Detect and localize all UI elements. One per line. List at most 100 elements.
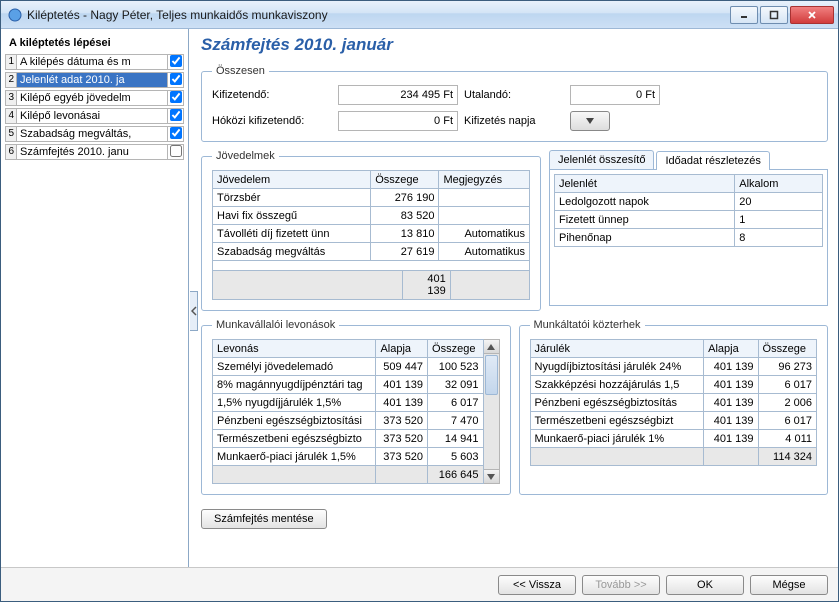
footer: << Vissza Tovább >> OK Mégse xyxy=(1,567,838,601)
close-button[interactable] xyxy=(790,6,834,24)
step-row[interactable]: 3Kilépő egyéb jövedelm xyxy=(3,89,186,107)
step-label[interactable]: Kilépő levonásai xyxy=(17,108,168,124)
table-row[interactable]: Személyi jövedelemadó509 447100 523 xyxy=(213,358,484,376)
window-title: Kiléptetés - Nagy Péter, Teljes munkaidő… xyxy=(27,8,730,22)
table-cell: Munkaerő-piaci járulék 1% xyxy=(530,430,704,448)
table-cell: 6 017 xyxy=(758,376,816,394)
table-cell: 401 139 xyxy=(376,376,428,394)
step-label[interactable]: Kilépő egyéb jövedelm xyxy=(17,90,168,106)
back-button[interactable]: << Vissza xyxy=(498,575,576,595)
step-row[interactable]: 4Kilépő levonásai xyxy=(3,107,186,125)
step-number: 4 xyxy=(5,108,17,124)
step-row[interactable]: 6Számfejtés 2010. janu xyxy=(3,143,186,161)
step-number: 3 xyxy=(5,90,17,106)
column-header[interactable]: Jelenlét xyxy=(555,175,735,193)
table-row[interactable]: Távolléti díj fizetett ünn13 810Automati… xyxy=(213,225,530,243)
tab-jelenlet-osszesito[interactable]: Jelenlét összesítő xyxy=(549,150,654,169)
kifizetendo-value: 234 495 Ft xyxy=(338,85,458,105)
table-row[interactable]: Munkaerő-piaci járulék 1%401 1394 011 xyxy=(530,430,817,448)
step-checkbox[interactable] xyxy=(170,55,182,67)
employer-burdens-table[interactable]: JárulékAlapjaÖsszegeNyugdíjbiztosítási j… xyxy=(530,339,818,466)
step-number: 5 xyxy=(5,126,17,142)
table-row[interactable]: Nyugdíjbiztosítási járulék 24%401 13996 … xyxy=(530,358,817,376)
table-cell: Fizetett ünnep xyxy=(555,211,735,229)
step-label[interactable]: Számfejtés 2010. janu xyxy=(17,144,168,160)
column-header[interactable]: Összege xyxy=(371,171,439,189)
minimize-button[interactable] xyxy=(730,6,758,24)
table-row[interactable]: Természetbeni egészségbizt401 1396 017 xyxy=(530,412,817,430)
table-row[interactable]: Ledolgozott napok20 xyxy=(555,193,823,211)
utalando-value: 0 Ft xyxy=(570,85,660,105)
step-checkbox-cell xyxy=(168,144,184,160)
step-checkbox[interactable] xyxy=(170,145,182,157)
incomes-legend: Jövedelmek xyxy=(212,150,279,162)
table-cell: Ledolgozott napok xyxy=(555,193,735,211)
table-cell: 401 139 xyxy=(704,412,758,430)
step-checkbox-cell xyxy=(168,54,184,70)
table-row[interactable]: 1,5% nyugdíjjárulék 1,5%401 1396 017 xyxy=(213,394,484,412)
tab-idoadat-reszletezes[interactable]: Időadat részletezés xyxy=(656,151,769,170)
table-cell: 13 810 xyxy=(371,225,439,243)
attendance-table[interactable]: JelenlétAlkalomLedolgozott napok20Fizete… xyxy=(554,174,823,247)
step-label[interactable]: Jelenlét adat 2010. ja xyxy=(17,72,168,88)
step-checkbox[interactable] xyxy=(170,127,182,139)
step-number: 6 xyxy=(5,144,17,160)
column-header[interactable]: Jövedelem xyxy=(213,171,371,189)
step-checkbox[interactable] xyxy=(170,91,182,103)
employee-deductions-legend: Munkavállalói levonások xyxy=(212,319,339,331)
column-header[interactable]: Összege xyxy=(428,340,483,358)
table-row[interactable]: Szabadság megváltás27 619Automatikus xyxy=(213,243,530,261)
table-row[interactable]: Természetbeni egészségbizto373 52014 941 xyxy=(213,430,484,448)
column-header[interactable]: Alapja xyxy=(376,340,428,358)
employee-deductions-group: Munkavállalói levonások LevonásAlapjaÖss… xyxy=(201,319,511,495)
step-checkbox[interactable] xyxy=(170,109,182,121)
column-header[interactable]: Összege xyxy=(758,340,816,358)
ok-button[interactable]: OK xyxy=(666,575,744,595)
scroll-up-icon[interactable] xyxy=(484,340,499,354)
scroll-thumb[interactable] xyxy=(485,355,498,395)
table-row[interactable]: Pénzbeni egészségbiztosítási373 5207 470 xyxy=(213,412,484,430)
incomes-table[interactable]: JövedelemÖsszegeMegjegyzésTörzsbér276 19… xyxy=(212,170,530,261)
table-cell: 7 470 xyxy=(428,412,483,430)
step-checkbox[interactable] xyxy=(170,73,182,85)
column-header[interactable]: Alkalom xyxy=(735,175,823,193)
table-row[interactable]: Törzsbér276 190 xyxy=(213,189,530,207)
step-row[interactable]: 2Jelenlét adat 2010. ja xyxy=(3,71,186,89)
table-cell: Havi fix összegű xyxy=(213,207,371,225)
employee-deductions-table[interactable]: LevonásAlapjaÖsszegeSzemélyi jövedelemad… xyxy=(212,339,484,484)
maximize-button[interactable] xyxy=(760,6,788,24)
table-cell: Távolléti díj fizetett ünn xyxy=(213,225,371,243)
kifizetes-napja-dropdown[interactable] xyxy=(570,111,610,131)
employer-burdens-legend: Munkáltatói közterhek xyxy=(530,319,645,331)
table-row[interactable]: Havi fix összegű83 520 xyxy=(213,207,530,225)
step-checkbox-cell xyxy=(168,108,184,124)
column-header[interactable]: Járulék xyxy=(530,340,704,358)
step-label[interactable]: A kilépés dátuma és m xyxy=(17,54,168,70)
step-row[interactable]: 5Szabadság megváltás, xyxy=(3,125,186,143)
table-row[interactable]: 8% magánnyugdíjpénztári tag401 13932 091 xyxy=(213,376,484,394)
table-cell: 401 139 xyxy=(704,430,758,448)
table-row[interactable]: Pénzbeni egészségbiztosítás401 1392 006 xyxy=(530,394,817,412)
save-payroll-button[interactable]: Számfejtés mentése xyxy=(201,509,327,529)
table-row[interactable]: Fizetett ünnep1 xyxy=(555,211,823,229)
table-row[interactable]: Pihenőnap8 xyxy=(555,229,823,247)
table-cell: 8% magánnyugdíjpénztári tag xyxy=(213,376,376,394)
sidebar-collapse-handle[interactable] xyxy=(190,291,198,331)
utalando-label: Utalandó: xyxy=(464,89,564,101)
scroll-down-icon[interactable] xyxy=(484,469,499,483)
table-cell: 8 xyxy=(735,229,823,247)
cancel-button[interactable]: Mégse xyxy=(750,575,828,595)
table-row[interactable]: Szakképzési hozzájárulás 1,5401 1396 017 xyxy=(530,376,817,394)
table-row[interactable]: Munkaerő-piaci járulék 1,5%373 5205 603 xyxy=(213,448,484,466)
column-header[interactable]: Levonás xyxy=(213,340,376,358)
step-row[interactable]: 1A kilépés dátuma és m xyxy=(3,53,186,71)
table-cell: 1,5% nyugdíjjárulék 1,5% xyxy=(213,394,376,412)
titlebar[interactable]: Kiléptetés - Nagy Péter, Teljes munkaidő… xyxy=(1,1,838,29)
table-cell: Munkaerő-piaci járulék 1,5% xyxy=(213,448,376,466)
step-label[interactable]: Szabadság megváltás, xyxy=(17,126,168,142)
column-header[interactable]: Megjegyzés xyxy=(439,171,530,189)
table-cell xyxy=(439,189,530,207)
column-header[interactable]: Alapja xyxy=(704,340,758,358)
employee-deductions-scrollbar[interactable] xyxy=(484,339,500,484)
table-cell: 373 520 xyxy=(376,412,428,430)
